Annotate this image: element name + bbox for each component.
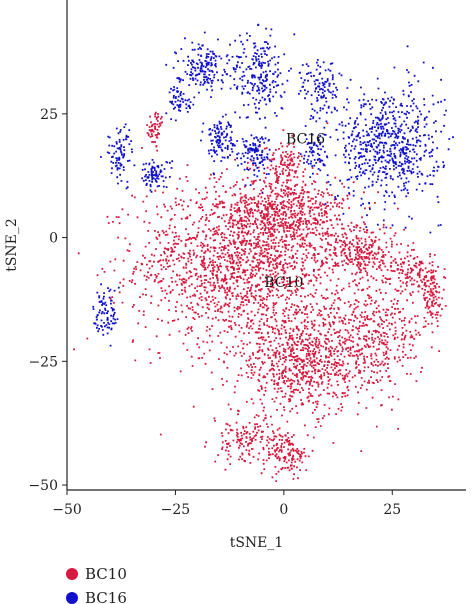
y-tick-label: −25 xyxy=(28,354,58,370)
point-cluster-BC16-10 xyxy=(165,83,197,122)
point-cluster-BC16-5 xyxy=(133,159,174,193)
x-tick-label: −25 xyxy=(161,502,191,518)
axes: −50 −25 0 25 −50 −25 0 25 tSNE_1 tSNE_2 xyxy=(4,0,466,551)
point-cluster-BC10-4 xyxy=(312,216,415,303)
point-cluster-BC16-0 xyxy=(303,45,454,234)
point-cluster-BC16-2 xyxy=(165,31,242,106)
point-cluster-BC16-8 xyxy=(299,125,332,178)
x-tick-label: 25 xyxy=(383,502,401,518)
point-cluster-BC10-0 xyxy=(73,122,409,436)
annotation-BC16: BC16 xyxy=(286,132,325,148)
point-cluster-BC10-1 xyxy=(186,159,379,269)
point-cluster-BC10-3 xyxy=(283,258,441,430)
y-tick-label: 25 xyxy=(40,107,58,123)
y-tick-label: 0 xyxy=(49,231,58,247)
cluster-annotations: BC16 BC10 xyxy=(264,132,325,292)
x-tick-label: 0 xyxy=(279,502,288,518)
legend-label-BC10: BC10 xyxy=(85,565,127,583)
y-tick-label: −50 xyxy=(28,478,58,494)
point-cluster-BC10-5 xyxy=(378,242,446,304)
y-axis-title: tSNE_2 xyxy=(4,218,20,272)
point-cluster-BC16-3 xyxy=(200,113,240,176)
scatter-points xyxy=(73,23,454,482)
legend: BC10 BC16 xyxy=(66,565,127,604)
legend-marker-BC16 xyxy=(66,592,78,604)
legend-label-BC16: BC16 xyxy=(85,589,127,604)
point-cluster-BC16-6 xyxy=(100,123,133,190)
point-cluster-BC10-2 xyxy=(186,285,433,452)
point-cluster-BC10-6 xyxy=(414,264,447,334)
point-cluster-BC16-7 xyxy=(298,59,341,123)
point-cluster-BC10-9 xyxy=(141,111,163,152)
point-cluster-BC16-4 xyxy=(230,134,273,194)
x-axis-title: tSNE_1 xyxy=(230,535,284,551)
x-tick-label: −50 xyxy=(52,502,82,518)
series-BC10 xyxy=(73,111,447,482)
point-cluster-BC10-8 xyxy=(258,434,314,482)
legend-marker-BC10 xyxy=(66,568,78,580)
series-BC16 xyxy=(92,23,454,347)
point-cluster-BC10-7 xyxy=(204,409,315,475)
point-cluster-BC16-9 xyxy=(92,283,120,347)
point-cluster-BC16-1 xyxy=(220,23,296,129)
annotation-BC10: BC10 xyxy=(264,275,303,291)
